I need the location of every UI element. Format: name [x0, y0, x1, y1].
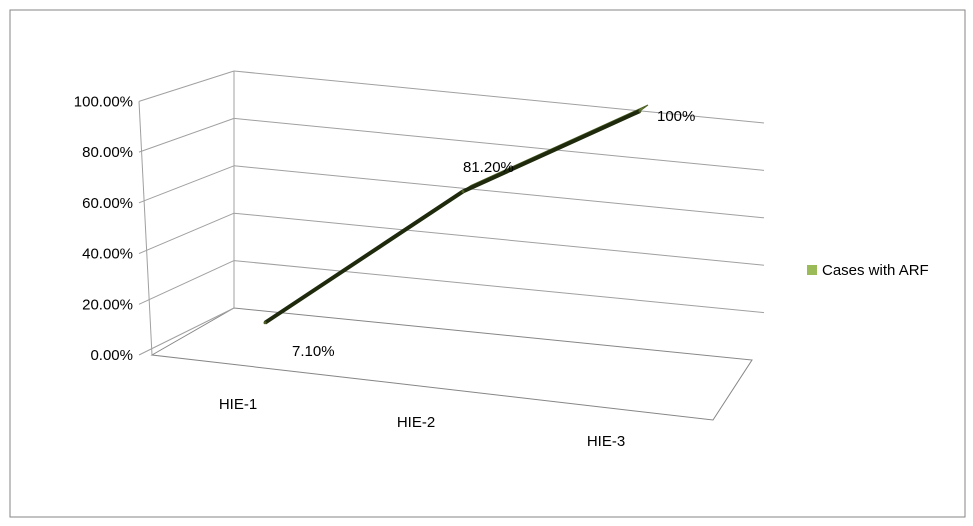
y-tick-label: 100.00% — [74, 93, 133, 110]
gridline — [233, 117, 765, 171]
gridline — [233, 260, 765, 314]
y-tick-label: 60.00% — [82, 195, 133, 212]
data-label-hie-3: 100% — [657, 108, 695, 125]
y-axis-line — [138, 101, 153, 356]
legend-swatch-cases-with-arf — [807, 265, 817, 275]
side-wall-line — [138, 117, 235, 153]
y-tick-label: 20.00% — [82, 296, 133, 313]
chart-border — [9, 9, 966, 518]
x-tick-label-hie-2: HIE-2 — [397, 414, 435, 431]
data-point-hie-3 — [638, 109, 642, 113]
y-tick-label: 80.00% — [82, 144, 133, 161]
gridline — [233, 165, 765, 219]
data-point-hie-2 — [461, 189, 465, 193]
gridline — [233, 70, 765, 124]
y-tick-label: 40.00% — [82, 246, 133, 263]
legend-label-cases-with-arf: Cases with ARF — [822, 262, 929, 279]
side-wall-line — [138, 307, 235, 356]
side-wall-line — [138, 165, 235, 204]
chart-floor — [150, 307, 753, 421]
x-tick-label-hie-1: HIE-1 — [219, 396, 257, 413]
data-point-hie-1 — [263, 321, 267, 325]
side-wall-line — [138, 70, 235, 102]
side-wall-line — [138, 260, 235, 305]
side-wall-line — [138, 212, 235, 255]
data-label-hie-1: 7.10% — [292, 343, 335, 360]
legend: Cases with ARF — [807, 262, 929, 279]
data-label-hie-2: 81.20% — [463, 159, 514, 176]
gridline — [233, 212, 765, 266]
x-tick-label-hie-3: HIE-3 — [587, 433, 625, 450]
y-tick-label: 0.00% — [90, 347, 133, 364]
